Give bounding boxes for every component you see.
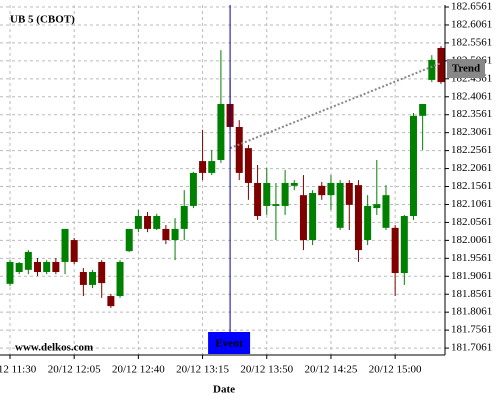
candle-body	[144, 215, 152, 229]
y-tick-label: 182.3061	[451, 126, 492, 138]
watermark: www.delkos.com	[15, 342, 93, 354]
candle-body	[134, 215, 142, 229]
y-tick-label: 182.0561	[451, 216, 492, 228]
y-tick-label: 182.5561	[451, 36, 492, 48]
candle-body	[107, 296, 115, 307]
candle-body	[327, 182, 335, 196]
candle-body	[6, 261, 14, 284]
x-tick-label: 20/12 12:40	[112, 364, 165, 376]
candle-body	[428, 59, 436, 80]
y-tick-label: 182.4061	[451, 90, 492, 102]
candle-body	[189, 172, 197, 206]
y-tick-label: 182.6061	[451, 18, 492, 30]
y-tick-label: 182.2561	[451, 144, 492, 156]
candle-body	[180, 205, 188, 229]
candle-body	[400, 215, 408, 274]
x-tick-label: 20/12 11:30	[0, 364, 37, 376]
y-tick-label: 182.1561	[451, 180, 492, 192]
event-box	[208, 332, 251, 354]
candle-body	[409, 115, 417, 216]
candle-body	[162, 228, 170, 241]
y-tick-label: 181.8061	[451, 306, 492, 318]
candle-body	[382, 195, 390, 228]
x-tick-label: 20/12 14:25	[305, 364, 358, 376]
x-tick-label: 20/12 13:15	[176, 364, 229, 376]
candle-body	[171, 228, 179, 241]
candle-body	[61, 228, 69, 262]
candle-body	[235, 126, 243, 173]
candle-body	[24, 251, 32, 270]
candle-body	[309, 193, 317, 241]
candle-body	[116, 261, 124, 297]
candle-body	[98, 261, 106, 284]
x-tick-label: 20/12 13:50	[240, 364, 293, 376]
y-tick-label: 182.1061	[451, 198, 492, 210]
candle-body	[318, 185, 326, 196]
candle-body	[354, 185, 362, 251]
candle-body	[43, 261, 51, 272]
candle-body	[34, 261, 42, 272]
candle-body	[15, 263, 23, 272]
candle-body	[208, 161, 216, 173]
y-tick-label: 181.7561	[451, 324, 492, 336]
y-tick-label: 182.2061	[451, 162, 492, 174]
candle-body	[89, 271, 97, 285]
candle-body	[70, 240, 78, 262]
y-tick-label: 182.6561	[451, 1, 492, 13]
candle-body	[254, 182, 262, 216]
candle-body	[263, 182, 271, 206]
candle-body	[437, 47, 445, 83]
candle-body	[345, 182, 353, 205]
candle-body	[199, 161, 207, 173]
candle-body	[373, 204, 381, 209]
y-tick-label: 181.9061	[451, 270, 492, 282]
trend-label-box	[447, 59, 485, 79]
candle-body	[79, 271, 87, 285]
candle-body	[52, 261, 60, 272]
event-label: Event	[215, 338, 243, 350]
candle-body	[217, 103, 225, 160]
x-axis-title: Date	[213, 384, 235, 396]
candle-body	[364, 205, 372, 241]
y-tick-label: 182.3561	[451, 108, 492, 120]
trend-label: Trend	[452, 63, 480, 75]
y-tick-label: 181.8561	[451, 288, 492, 300]
candle-body	[299, 195, 307, 241]
x-tick-label: 20/12 15:00	[369, 364, 422, 376]
candle-body	[419, 103, 427, 116]
y-tick-label: 181.7061	[451, 342, 492, 354]
candle-body	[391, 227, 399, 274]
y-tick-label: 182.0061	[451, 234, 492, 246]
candle-body	[281, 182, 289, 206]
chart-title: UB 5 (CBOT)	[10, 14, 75, 26]
y-tick-label: 181.9561	[451, 252, 492, 264]
candle-body	[153, 215, 161, 229]
candle-body	[244, 148, 252, 183]
candle-body	[290, 182, 298, 186]
trend-line	[229, 62, 442, 150]
candle-body	[125, 228, 133, 252]
candle-body	[336, 182, 344, 228]
candle-body	[272, 204, 280, 206]
x-tick-label: 20/12 12:05	[48, 364, 101, 376]
